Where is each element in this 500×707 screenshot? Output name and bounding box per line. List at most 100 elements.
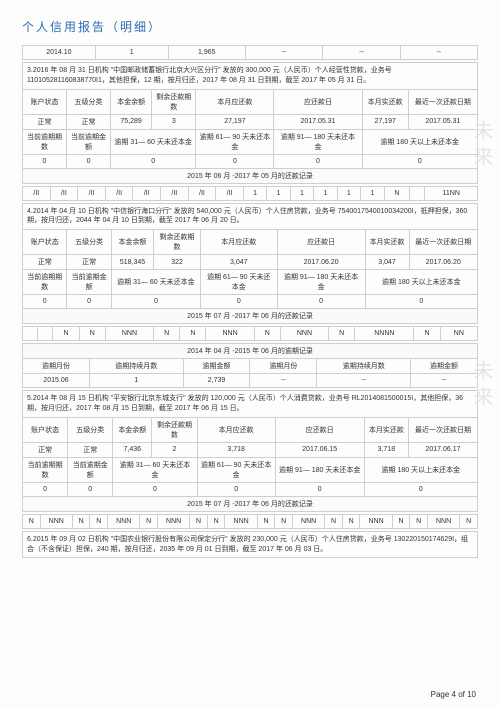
h: NNN [292, 514, 324, 528]
h: 11NN [425, 186, 478, 200]
cell: 0 [113, 482, 197, 496]
h: N [410, 514, 428, 528]
cell: 3,047 [200, 255, 277, 270]
h: NNN [206, 327, 254, 341]
hdr: 本金余额 [111, 89, 152, 114]
h: N [140, 514, 158, 528]
h: NN [440, 327, 477, 341]
watermark: 未来 [478, 360, 496, 412]
cell: 0 [277, 295, 365, 309]
hdr: 当前逾期金额 [67, 270, 111, 295]
top-summary-row: 2014.10 1 1,965 -- -- -- [22, 45, 478, 60]
h: N [207, 514, 225, 528]
cell: 2017.06.20 [277, 255, 365, 270]
h: N [342, 514, 360, 528]
cell: 0 [67, 154, 111, 168]
hdr: 应还款日 [277, 230, 365, 255]
loan5-hist: N NNN N N NNN N NNN N N NNN N N NNN N N … [22, 514, 478, 529]
cell: 0 [364, 482, 477, 496]
cell: 2017.06.17 [409, 442, 478, 457]
h: /II [23, 186, 51, 200]
hdr: 逾期 61— 90 天未还本金 [196, 129, 274, 154]
h: N [180, 327, 206, 341]
hdr: 当前逾期金额 [68, 457, 113, 482]
hdr: 当前逾期期数 [23, 457, 68, 482]
hdr: 应还款日 [274, 89, 362, 114]
hdr: 逾期月份 [23, 359, 90, 374]
loan5-block: 5.2014 年 08 月 15 日机构 "平安银行北京东城支行" 发放的 12… [22, 390, 478, 512]
page-title: 个人信用报告（明细） [22, 18, 478, 35]
cell: 0 [365, 295, 477, 309]
cell: -- [245, 46, 322, 60]
h: N [23, 514, 41, 528]
h: 1 [267, 186, 290, 200]
hdr: 逾期 61— 90 天未还本金 [200, 270, 277, 295]
cell: 正常 [67, 114, 111, 129]
hdr: 逾期 31— 60 天未还本金 [111, 270, 200, 295]
hdr: 本月应还款 [200, 230, 277, 255]
hdr: 逾期金额 [411, 359, 478, 374]
cell: 0 [23, 482, 68, 496]
h: 1 [337, 186, 360, 200]
h: N [384, 186, 410, 200]
hdr: 最近一次还款日期 [408, 89, 477, 114]
h: NNN [108, 514, 140, 528]
watermark: 未来 [478, 120, 496, 172]
loan5-desc: 5.2014 年 08 月 15 日机构 "平安银行北京东城支行" 发放的 12… [23, 391, 478, 418]
cell: 0 [200, 295, 277, 309]
cell: 0 [197, 482, 275, 496]
h: NNN [427, 514, 459, 528]
cell: -- [317, 374, 411, 388]
h: /II [216, 186, 244, 200]
loan4-mid: 2014 年 04 月 -2015 年 06 月的逾期记录 逾期月份 逾期持续月… [22, 343, 478, 388]
cell: -- [411, 374, 478, 388]
h: N [460, 514, 478, 528]
hdr: 逾期 61— 90 天未还本金 [197, 457, 275, 482]
h [23, 327, 38, 341]
loan4-hist: N N NNN N N NNN N NNN N NNNN N NN [22, 326, 478, 341]
cell: 0 [362, 154, 477, 168]
cell: 3,718 [364, 442, 408, 457]
hdr: 剩余还款期数 [152, 89, 196, 114]
cell: 0 [111, 154, 196, 168]
hdr: 逾期 31— 60 天未还本金 [113, 457, 197, 482]
cell: 3 [152, 114, 196, 129]
hdr: 逾期 180 天以上未还本金 [365, 270, 477, 295]
h: NNNN [355, 327, 414, 341]
h: /II [105, 186, 133, 200]
hdr: 应还款日 [275, 417, 364, 442]
cell: 0 [275, 482, 364, 496]
hdr: 当前逾期期数 [23, 129, 67, 154]
loan3-hist-title: 2015 年 06 月 -2017 年 05 月的还款记录 [23, 168, 478, 183]
cell: 1,965 [168, 46, 245, 60]
cell: -- [323, 46, 400, 60]
cell: 75,289 [111, 114, 152, 129]
cell: 2,739 [183, 374, 250, 388]
cell: 0 [196, 154, 274, 168]
cell: 518,345 [111, 255, 153, 270]
loan5-hist-title: 2015 年 07 月 -2017 年 06 月的还款记录 [23, 496, 478, 511]
h: N [275, 514, 293, 528]
loan6-block: 6.2015 年 09 月 02 日机构 "中国农业银行股份有限公司保定分行" … [22, 531, 478, 559]
h: N [90, 514, 108, 528]
cell: 正常 [23, 442, 68, 457]
hdr: 逾期 180 天以上未还本金 [362, 129, 477, 154]
hdr: 逾期 91— 180 天未还本金 [274, 129, 362, 154]
h: 1 [243, 186, 266, 200]
h [38, 327, 53, 341]
hdr: 本月实还款 [364, 417, 408, 442]
cell: 2014.10 [23, 46, 96, 60]
loan3-hist: /II /II /II /II /II /II /II /II 1 1 1 1 … [22, 186, 478, 201]
h: N [154, 327, 180, 341]
page-footer: Page 4 of 10 [431, 690, 476, 699]
hdr: 当前逾期金额 [67, 129, 111, 154]
cell: 0 [23, 295, 67, 309]
h: N [53, 327, 79, 341]
h: /II [50, 186, 78, 200]
hdr: 本月实还款 [365, 230, 409, 255]
hdr: 账户状态 [23, 417, 68, 442]
h: 1 [361, 186, 384, 200]
h: /II [161, 186, 189, 200]
cell: 27,197 [362, 114, 408, 129]
hdr: 逾期 180 天以上未还本金 [364, 457, 477, 482]
